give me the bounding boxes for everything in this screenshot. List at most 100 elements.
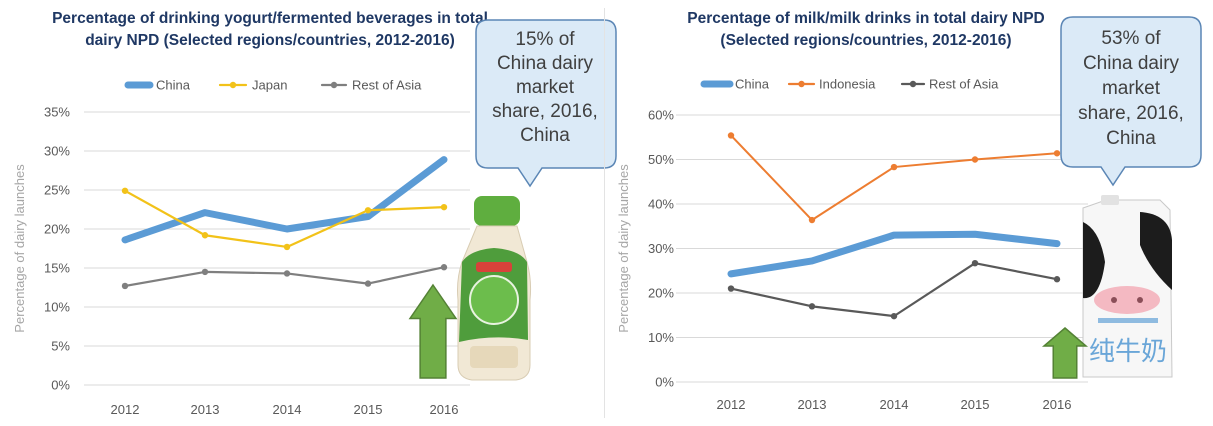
data-point [1053, 276, 1061, 283]
series-line [121, 156, 448, 244]
y-tick-label: 0% [655, 375, 674, 390]
up-arrow-icon [1041, 327, 1089, 379]
callout-line: China dairy [1083, 53, 1180, 74]
legend-label: Rest of Asia [929, 77, 999, 92]
legend-label: China [156, 78, 191, 93]
data-point [201, 232, 209, 239]
y-tick-label: 20% [648, 286, 674, 301]
y-tick-label: 30% [44, 144, 70, 159]
callout-shape [1060, 16, 1202, 187]
y-tick-label: 15% [44, 261, 70, 276]
cow-nostril-right [1137, 297, 1143, 303]
data-point [364, 280, 372, 287]
data-point [121, 187, 129, 194]
x-tick-label: 2013 [798, 397, 827, 412]
callout-line: China [520, 125, 570, 146]
data-point [890, 312, 898, 320]
x-tick-label: 2012 [111, 402, 140, 417]
callout-line: share, 2016, [492, 101, 598, 122]
data-point [971, 259, 979, 267]
x-tick-label: 2015 [354, 402, 383, 417]
x-tick-label: 2016 [430, 402, 459, 417]
callout-bubble: 15% of China dairy market share, 2016, China [475, 19, 617, 188]
legend-label: Indonesia [819, 77, 876, 92]
bottle-logo [469, 275, 519, 325]
data-point [890, 163, 898, 171]
up-arrow-shape [408, 283, 458, 379]
callout-line: China [1106, 128, 1156, 149]
legend-label: Rest of Asia [352, 78, 422, 93]
series-line [727, 230, 1061, 278]
x-tick-label: 2014 [880, 397, 909, 412]
y-tick-label: 60% [648, 108, 674, 123]
callout-shape [475, 19, 617, 188]
legend-marker [909, 80, 917, 88]
callout-line: 15% of [515, 29, 575, 50]
y-tick-label: 35% [44, 105, 70, 120]
chart-panel-yogurt: Percentage of drinking yogurt/fermented … [0, 0, 617, 426]
callout-line: market [1102, 78, 1161, 99]
yogurt-bottle-image [457, 196, 532, 381]
data-point [440, 264, 448, 271]
panel-divider [604, 8, 605, 418]
data-point [440, 203, 448, 211]
y-tick-label: 20% [44, 222, 70, 237]
cow-spot-right [1140, 212, 1172, 290]
callout-line: market [516, 77, 575, 98]
legend-marker [330, 81, 338, 89]
data-point [808, 303, 816, 310]
series-line [729, 262, 1059, 318]
x-tick-label: 2012 [717, 397, 746, 412]
chart-panel-milk: Percentage of milk/milk drinks in total … [606, 0, 1213, 426]
x-tick-label: 2014 [273, 402, 302, 417]
y-axis-title: Percentage of dairy launches [12, 164, 27, 333]
y-tick-label: 40% [648, 197, 674, 212]
up-arrow-icon [408, 283, 458, 379]
y-tick-label: 30% [648, 241, 674, 256]
data-point [283, 270, 291, 277]
legend-label: China [735, 77, 770, 92]
series-line [123, 266, 446, 288]
cow-spot-left [1083, 222, 1105, 299]
legend-label: Japan [252, 78, 287, 93]
y-tick-label: 25% [44, 183, 70, 198]
chart-title-milk: Percentage of milk/milk drinks in total … [687, 10, 1045, 49]
y-tick-label: 10% [648, 330, 674, 345]
carton-product-text: 纯牛奶 [1089, 337, 1167, 367]
up-arrow-shape [1041, 327, 1089, 379]
y-tick-label: 50% [648, 152, 674, 167]
cow-nose [1094, 286, 1160, 314]
callout-line: share, 2016, [1078, 103, 1184, 124]
y-axis-title: Percentage of dairy launches [616, 164, 631, 333]
x-tick-label: 2016 [1043, 397, 1072, 412]
callout-bubble: 53% of China dairy market share, 2016, China [1060, 16, 1202, 187]
callout-line: China dairy [497, 53, 594, 74]
series-line [730, 134, 1058, 222]
data-point [364, 207, 372, 214]
legend-marker [229, 81, 237, 89]
data-point [283, 243, 291, 251]
data-point [727, 132, 735, 139]
data-point [121, 282, 129, 290]
y-tick-label: 0% [51, 378, 70, 393]
callout-line: 53% of [1101, 28, 1161, 49]
product-image-group: 纯牛奶 [1082, 195, 1173, 378]
carton-small-text [1098, 318, 1158, 323]
data-point [727, 285, 735, 292]
data-point [808, 216, 816, 224]
bottle-bottom-label [470, 346, 518, 368]
y-tick-label: 10% [44, 300, 70, 315]
cow-nostril-left [1111, 297, 1117, 303]
bottle-cap [474, 196, 520, 226]
bottle-brand-mark [476, 262, 512, 272]
chart-yogurt: 0% 5% 10% 15% 20% 25% 30% 35% 2012 2013 2014 2015 20… [12, 19, 617, 417]
milk-carton-image: 纯牛奶 [1082, 195, 1173, 378]
data-point [201, 268, 209, 276]
data-point [971, 156, 979, 163]
x-tick-label: 2013 [191, 402, 220, 417]
x-tick-label: 2015 [961, 397, 990, 412]
chart-title-yogurt: Percentage of drinking yogurt/fermented … [52, 10, 488, 49]
data-point [1053, 150, 1061, 157]
carton-cap [1101, 195, 1119, 205]
y-tick-label: 5% [51, 339, 70, 354]
